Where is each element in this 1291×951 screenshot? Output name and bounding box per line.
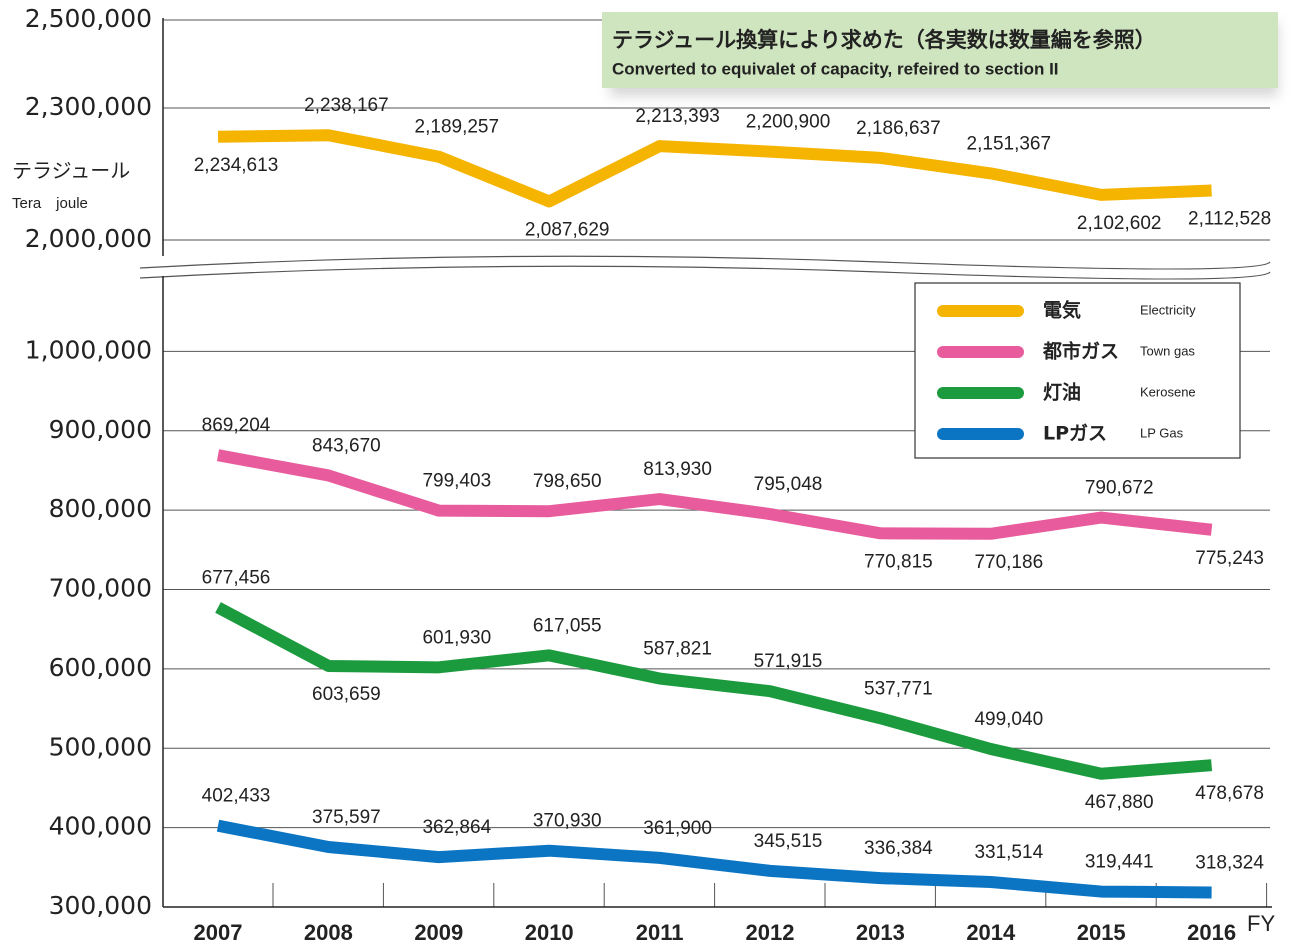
data-label: 2,238,167 <box>304 95 389 116</box>
data-label: 499,040 <box>974 709 1043 730</box>
data-label: 478,678 <box>1195 783 1264 804</box>
annotation: テラジュール換算により求めた（各実数は数量編を参照） <box>612 28 1156 52</box>
data-label: 537,771 <box>864 678 933 699</box>
data-label: 2,112,528 <box>1188 209 1271 230</box>
legend-label-en: LP Gas <box>1140 425 1184 440</box>
data-label: 319,441 <box>1085 852 1154 873</box>
y-tick-label: 800,000 <box>49 494 152 523</box>
x-tick-label: 2007 <box>194 920 243 945</box>
y-tick-label: 1,000,000 <box>25 335 152 364</box>
data-label: 601,930 <box>422 627 491 648</box>
x-tick-label: 2008 <box>304 920 353 945</box>
legend-label: 電気 <box>1043 299 1081 322</box>
x-tick-label: 2015 <box>1077 920 1126 945</box>
y-tick-label: 400,000 <box>49 812 152 841</box>
data-label: 336,384 <box>864 838 933 859</box>
y-tick-label: 2,300,000 <box>25 92 152 121</box>
data-label: 603,659 <box>312 684 381 705</box>
data-label: 798,650 <box>533 471 602 492</box>
annotation-box <box>602 12 1278 88</box>
series-line <box>215 602 1213 780</box>
x-tick-label: 2014 <box>966 920 1016 945</box>
data-label: 813,930 <box>643 459 712 480</box>
data-label: 775,243 <box>1195 548 1264 569</box>
y-tick-label: 700,000 <box>49 574 152 603</box>
series-line <box>217 129 1212 208</box>
x-label: FY <box>1247 911 1275 936</box>
y-tick-label: 900,000 <box>49 415 152 444</box>
x-tick-label: 2009 <box>414 920 463 945</box>
legend-label-en: Town gas <box>1140 343 1195 358</box>
data-label: 677,456 <box>202 567 271 588</box>
data-label: 770,815 <box>864 551 933 572</box>
data-label: 617,055 <box>533 615 602 636</box>
legend-label-en: Kerosene <box>1140 384 1196 399</box>
break-line <box>139 255 1271 270</box>
data-label: 795,048 <box>754 474 823 495</box>
y-tick-label: 500,000 <box>49 732 152 761</box>
y-tick-label: 600,000 <box>49 653 152 682</box>
data-label: 331,514 <box>974 842 1043 863</box>
data-label: 843,670 <box>312 435 381 456</box>
y-tick-label: 300,000 <box>49 891 152 920</box>
legend-label: 都市ガス <box>1042 340 1119 363</box>
data-label: 770,186 <box>974 552 1043 573</box>
data-label: 318,324 <box>1195 852 1264 873</box>
data-label: 2,200,900 <box>746 112 831 133</box>
data-label: 799,403 <box>422 471 491 492</box>
data-label: 467,880 <box>1085 792 1154 813</box>
annotation-en: Converted to equivalet of capacity, refe… <box>612 59 1059 78</box>
y-label-en: Tera joule <box>12 195 88 212</box>
legend: 電気 Electricity 都市ガス Town gas 灯油 Kerosene LPガス L… <box>937 299 1196 445</box>
x-tick-label: 2011 <box>636 920 684 945</box>
x-tick-label: 2012 <box>746 920 795 945</box>
data-label: 375,597 <box>312 807 381 828</box>
break-line <box>139 265 1271 280</box>
data-label: 370,930 <box>533 811 602 832</box>
data-label: 2,151,367 <box>967 133 1052 154</box>
series-line <box>216 449 1213 540</box>
data-label: 2,234,613 <box>194 155 279 176</box>
data-label: 345,515 <box>754 831 823 852</box>
y-tick-label: 2,000,000 <box>25 224 152 253</box>
y-tick-label: 2,500,000 <box>25 4 152 33</box>
data-label: 361,900 <box>643 818 712 839</box>
legend-label-en: Electricity <box>1140 302 1196 317</box>
data-label: 2,087,629 <box>525 219 610 240</box>
data-label: 2,213,393 <box>635 106 720 127</box>
data-label: 2,189,257 <box>415 117 500 138</box>
x-tick-label: 2016 <box>1187 920 1236 945</box>
data-label: 2,186,637 <box>856 118 941 139</box>
data-label: 869,204 <box>202 415 271 436</box>
data-label: 362,864 <box>422 817 491 838</box>
y-label: テラジュール <box>12 159 130 183</box>
series-line <box>216 819 1212 899</box>
data-label: 2,102,602 <box>1077 213 1162 234</box>
labels: 2,234,613 2,238,167 2,189,257 2,087,629 2,21… <box>194 95 1271 873</box>
data-label: 402,433 <box>202 786 271 807</box>
legend-label: LPガス <box>1043 423 1107 445</box>
grid: 300,000 400,000 500,000 600,000 700,000 800,0… <box>25 4 1270 945</box>
data-label: 571,915 <box>754 651 823 672</box>
data-label: 790,672 <box>1085 478 1154 499</box>
x-tick-label: 2010 <box>525 920 574 945</box>
lines <box>215 129 1213 899</box>
x-tick-label: 2013 <box>856 920 905 945</box>
data-label: 587,821 <box>643 639 712 660</box>
legend-label: 灯油 <box>1043 382 1081 404</box>
axis-break <box>150 255 1275 273</box>
